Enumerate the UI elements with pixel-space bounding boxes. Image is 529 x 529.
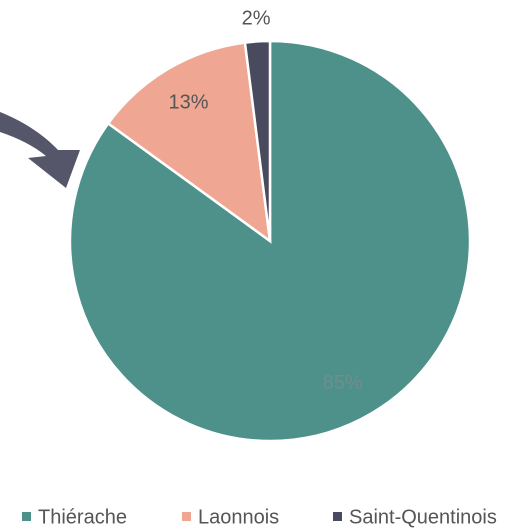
data-label: 2%	[242, 8, 271, 30]
data-label: 85%	[323, 372, 363, 394]
legend-label: Laonnois	[198, 506, 279, 528]
legend-label: Thiérache	[38, 506, 127, 528]
pie-slice	[106, 41, 272, 244]
legend-label: Saint-Quentinois	[349, 506, 497, 528]
legend-swatch	[333, 512, 342, 521]
decorative-arrow	[0, 112, 80, 188]
legend-swatch	[182, 512, 191, 521]
data-label: 13%	[169, 92, 209, 114]
legend-swatch	[22, 512, 31, 521]
pie-slice	[243, 39, 272, 242]
